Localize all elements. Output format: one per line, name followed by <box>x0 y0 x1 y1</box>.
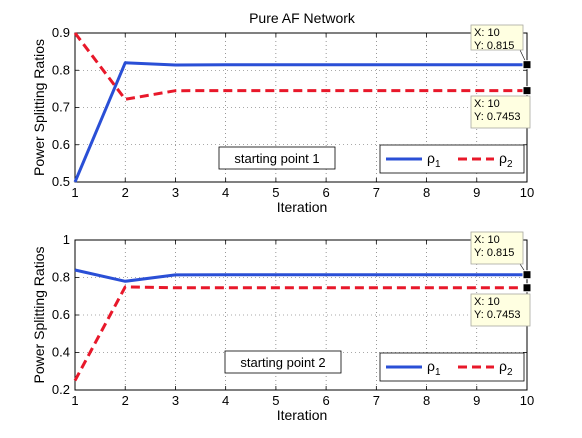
datatip-marker <box>522 60 532 70</box>
legend: ρ1 ρ2 <box>379 352 525 382</box>
x-tick-label: 10 <box>520 393 534 408</box>
annotation-text: starting point 2 <box>240 355 325 370</box>
datatip-x-label: X: 10 <box>474 98 500 110</box>
x-tick-label: 6 <box>322 393 329 408</box>
legend-label-rho2: ρ2 <box>499 150 513 170</box>
datatip-x-label: X: 10 <box>474 234 500 246</box>
x-tick-label: 5 <box>272 185 279 200</box>
datatip-1: X: 10Y: 0.815 <box>470 231 532 280</box>
x-tick-label: 1 <box>71 185 78 200</box>
series-line-rho1 <box>73 61 527 183</box>
y-tick-label: 0.5 <box>52 174 70 189</box>
datatip-y-label: Y: 0.7453 <box>474 111 521 123</box>
y-tick-label: 0.8 <box>52 62 70 77</box>
x-tick-label: 4 <box>222 185 229 200</box>
datatip-x-label: X: 10 <box>474 296 500 308</box>
annotation-frame <box>218 146 336 170</box>
datatip-box <box>470 293 531 327</box>
y-tick-label: 0.4 <box>52 345 70 360</box>
series-line-rho2 <box>73 285 527 382</box>
legend: ρ1 ρ2 <box>379 144 525 174</box>
x-tick-label: 8 <box>423 185 430 200</box>
datatip-2: X: 10Y: 0.7453 <box>470 86 532 129</box>
datatip-y-label: Y: 0.815 <box>474 247 514 259</box>
datatip-box <box>470 231 524 265</box>
datatip-y-label: Y: 0.7453 <box>474 309 521 321</box>
annotation-frame <box>224 350 342 374</box>
y-tick-label: 0.6 <box>52 307 70 322</box>
x-tick-label: 5 <box>272 393 279 408</box>
datatip-box <box>470 24 524 51</box>
datatip-2: X: 10Y: 0.7453 <box>470 283 532 327</box>
x-tick-label: 3 <box>172 185 179 200</box>
datatip-box <box>470 95 531 129</box>
y-tick-label: 0.9 <box>52 25 70 40</box>
legend-label-rho2: ρ2 <box>499 358 513 378</box>
annotation-box: starting point 2 <box>224 350 342 374</box>
chart-panel-2: 1 2 3 4 5 6 7 8 9 10 0.2 0.4 0.6 0.8 1 Iteration Power S… <box>31 231 534 423</box>
series-line-rho1 <box>74 268 527 283</box>
x-axis-label: Iteration <box>277 199 328 215</box>
x-tick-label: 2 <box>122 393 129 408</box>
x-tick-label: 9 <box>473 393 480 408</box>
datatip-marker <box>522 86 532 96</box>
legend-label-rho1: ρ1 <box>427 358 441 378</box>
chart-title: Pure AF Network <box>249 10 356 26</box>
datatip-1: X: 10Y: 0.815 <box>470 24 532 70</box>
chart-panel-1: 1 2 3 4 5 6 7 8 9 10 0.5 0.6 0.7 0.8 0.9 Pure AF Networ… <box>31 10 534 215</box>
datatip-marker <box>522 283 532 293</box>
x-tick-label: 1 <box>71 393 78 408</box>
annotation-box: starting point 1 <box>218 146 336 170</box>
datatip-y-label: Y: 0.815 <box>474 40 514 52</box>
y-tick-label: 0.2 <box>52 382 70 397</box>
y-tick-label: 0.6 <box>52 137 70 152</box>
y-tick-label: 0.7 <box>52 100 70 115</box>
x-tick-label: 9 <box>473 185 480 200</box>
x-tick-label: 2 <box>122 185 129 200</box>
y-tick-label: 1 <box>63 232 70 247</box>
x-tick-label: 10 <box>520 185 534 200</box>
y-tick-label: 0.8 <box>52 270 70 285</box>
annotation-text: starting point 1 <box>234 151 319 166</box>
datatip-marker <box>522 270 532 280</box>
x-tick-label: 7 <box>373 393 380 408</box>
x-tick-label: 7 <box>373 185 380 200</box>
datatip-x-label: X: 10 <box>474 27 500 39</box>
y-axis-label: Power Splitting Ratios <box>31 247 47 384</box>
series-line-rho2 <box>73 32 527 101</box>
x-axis-label: Iteration <box>277 407 328 423</box>
x-tick-label: 8 <box>423 393 430 408</box>
x-tick-label: 3 <box>172 393 179 408</box>
x-tick-label: 6 <box>322 185 329 200</box>
legend-label-rho1: ρ1 <box>427 150 441 170</box>
y-axis-label: Power Splitting Ratios <box>31 39 47 176</box>
x-tick-label: 4 <box>222 393 229 408</box>
